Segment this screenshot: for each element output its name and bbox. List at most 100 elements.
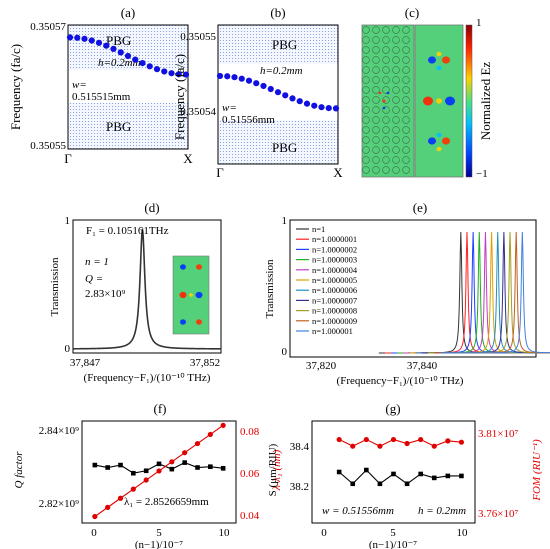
right-series-point bbox=[105, 504, 111, 510]
lattice-hole bbox=[392, 66, 400, 74]
lattice-hole bbox=[372, 136, 380, 144]
colorbar bbox=[465, 24, 473, 178]
band-point bbox=[95, 39, 103, 46]
lattice-hole bbox=[382, 146, 390, 154]
lattice-hole bbox=[372, 56, 380, 64]
panel-g-xtick-0: 0 bbox=[321, 527, 327, 539]
panel-e-xtick-right: 37,840 bbox=[407, 360, 438, 372]
left-series-point bbox=[431, 475, 437, 481]
mode-lobe bbox=[436, 51, 442, 57]
panel-a-pbg-bottom bbox=[68, 103, 188, 149]
panel-a-w-value: 0.515515mm bbox=[72, 91, 131, 103]
panel-e-curves bbox=[378, 231, 550, 354]
band-point bbox=[253, 80, 260, 87]
right-series-point bbox=[363, 436, 369, 443]
lattice-hole bbox=[392, 36, 400, 44]
lattice-hole bbox=[382, 46, 390, 54]
right-series-point bbox=[404, 440, 410, 447]
lattice-hole bbox=[392, 96, 400, 104]
right-series-point bbox=[336, 436, 342, 443]
band-point bbox=[66, 34, 74, 41]
lattice-hole bbox=[382, 106, 390, 114]
panel-a-w-annotation: w= bbox=[72, 79, 87, 91]
band-point bbox=[282, 92, 289, 99]
lattice-hole bbox=[382, 156, 390, 164]
panel-f-ylabel-left: Q factor bbox=[13, 451, 25, 489]
colorbar-tick-bottom: −1 bbox=[476, 168, 488, 180]
right-series-point bbox=[169, 459, 175, 465]
left-series-point bbox=[156, 461, 162, 467]
legend-entry: n=1.0000001 bbox=[312, 234, 357, 244]
panel-g-ytick-left-top: 38.4 bbox=[290, 441, 310, 453]
band-point bbox=[238, 75, 245, 82]
panel-b-pbg-bottom-label: PBG bbox=[272, 140, 297, 155]
lattice-hole bbox=[382, 126, 390, 134]
lattice-holes bbox=[362, 26, 410, 174]
band-point bbox=[311, 102, 318, 109]
panel-b-ytick-bottom: 0.35054 bbox=[180, 106, 216, 118]
left-series-point bbox=[105, 465, 110, 470]
mode-lobe bbox=[382, 99, 386, 103]
legend-entry: n=1.0000007 bbox=[312, 295, 357, 305]
lattice-hole bbox=[372, 26, 380, 34]
mode-lobe bbox=[378, 91, 382, 95]
panel-e-ytick-bottom: 0 bbox=[282, 346, 288, 358]
band-point bbox=[117, 49, 124, 56]
panel-d-label: (d) bbox=[144, 200, 159, 215]
lattice-hole bbox=[392, 26, 400, 34]
transmission-curve bbox=[440, 231, 550, 354]
lattice-hole bbox=[362, 76, 370, 84]
legend-entry: n=1.0000008 bbox=[312, 306, 357, 316]
field-map-lattice bbox=[361, 24, 415, 178]
right-series-point bbox=[418, 436, 424, 443]
panel-f-frame bbox=[81, 420, 237, 524]
mode-lobe bbox=[423, 96, 433, 106]
band-point bbox=[168, 70, 175, 77]
legend-entry: n=1.0000005 bbox=[312, 275, 357, 285]
lattice-hole bbox=[402, 146, 410, 154]
lattice-hole bbox=[382, 86, 390, 94]
panel-a-xtick-gamma: Γ bbox=[64, 151, 72, 166]
lattice-hole bbox=[362, 86, 370, 94]
legend-entry: n=1.0000004 bbox=[312, 265, 358, 275]
panel-c-label: (c) bbox=[405, 5, 419, 20]
left-series-point bbox=[445, 473, 451, 479]
panel-a-frame bbox=[67, 24, 189, 150]
left-series-point bbox=[336, 469, 342, 475]
lattice-hole bbox=[392, 46, 400, 54]
mode-lobe bbox=[436, 146, 442, 152]
panel-e-xlabel: (Frequency−F₁)/(10⁻¹⁰ THz) bbox=[337, 375, 464, 387]
panel-g-label: (g) bbox=[385, 401, 400, 416]
panel-d-transmission-curve bbox=[73, 227, 221, 350]
lattice-hole bbox=[382, 26, 390, 34]
lattice-hole bbox=[382, 56, 390, 64]
left-series-line bbox=[338, 469, 462, 485]
band-point bbox=[74, 34, 81, 41]
panel-e: (e) n=1n=1.0000001n=1.0000002n=1.0000003… bbox=[264, 200, 550, 387]
right-series-point bbox=[390, 436, 397, 443]
lattice-hole bbox=[362, 116, 370, 124]
lattice-hole bbox=[382, 136, 390, 144]
lattice-hole bbox=[362, 166, 370, 174]
inset-lobe bbox=[196, 319, 202, 325]
panel-f-xtick-10: 10 bbox=[219, 527, 231, 539]
left-series-point bbox=[459, 473, 464, 479]
left-series-point bbox=[220, 466, 226, 471]
panel-e-label: (e) bbox=[413, 200, 427, 215]
panel-a-band bbox=[66, 34, 190, 78]
panel-d-q: Q = bbox=[85, 273, 103, 285]
mode-lobes bbox=[378, 51, 455, 152]
band-point bbox=[182, 71, 190, 78]
panel-g-h: h = 0.2mm bbox=[418, 505, 466, 517]
lattice-hole bbox=[402, 56, 410, 64]
panel-f-ytick-right-mid: 0.06 bbox=[240, 468, 260, 480]
panel-g-ytick-right-top: 3.81×10⁷ bbox=[478, 428, 518, 440]
lattice-hole bbox=[382, 36, 390, 44]
right-series-point bbox=[182, 450, 188, 456]
left-series-point bbox=[169, 466, 175, 472]
lattice-hole bbox=[372, 166, 380, 174]
panel-f-label: (f) bbox=[154, 401, 167, 416]
lattice-hole bbox=[392, 86, 400, 94]
panel-b-h-annotation: h=0.2mm bbox=[260, 65, 303, 77]
right-series-point bbox=[445, 438, 451, 444]
